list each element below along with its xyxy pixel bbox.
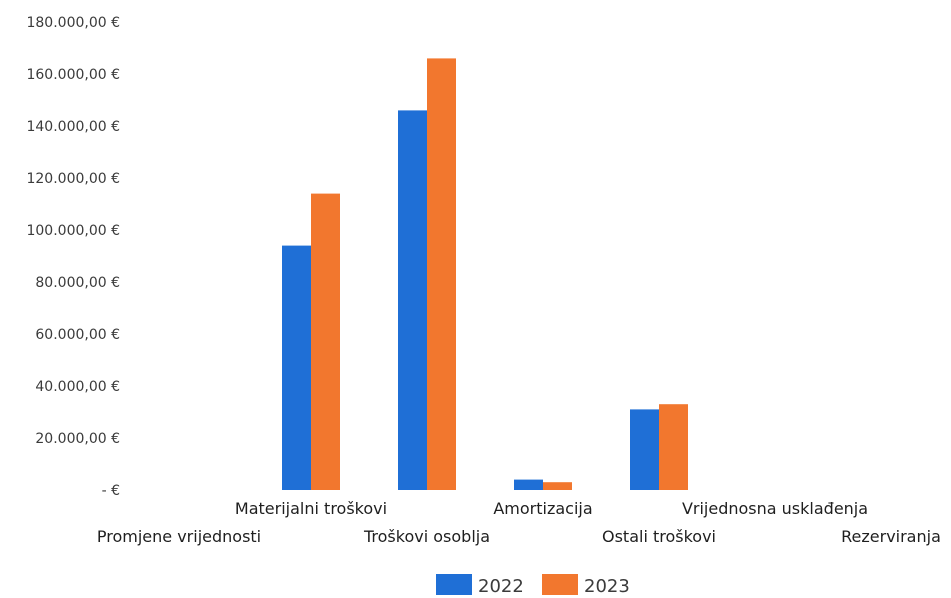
bar-2023 [543, 482, 572, 490]
legend-swatch-2022 [436, 574, 472, 595]
bar-2022 [514, 479, 543, 490]
y-tick-label: 120.000,00 € [26, 171, 120, 187]
y-tick-label: - € [102, 483, 120, 499]
bar-2023 [659, 404, 688, 490]
x-tick-label: Troškovi osoblja [363, 527, 490, 546]
y-tick-label: 60.000,00 € [35, 327, 120, 343]
bar-2022 [398, 110, 427, 491]
legend: 2022 2023 [436, 574, 630, 597]
x-tick-label: Rezerviranja [841, 527, 941, 546]
y-tick-label: 160.000,00 € [26, 67, 120, 83]
y-tick-label: 20.000,00 € [35, 431, 120, 447]
y-tick-label: 40.000,00 € [35, 379, 120, 395]
y-tick-label: 180.000,00 € [26, 15, 120, 31]
bar-2023 [427, 58, 456, 491]
bars [282, 58, 688, 491]
bar-2023 [311, 193, 340, 490]
bar-2022 [282, 245, 311, 490]
x-tick-label: Materijalni troškovi [235, 499, 387, 518]
x-tick-label: Promjene vrijednosti [97, 527, 261, 546]
y-axis: - € 20.000,00 € 40.000,00 € 60.000,00 € 80.0… [26, 15, 120, 499]
y-tick-label: 100.000,00 € [26, 223, 120, 239]
x-tick-label: Ostali troškovi [602, 527, 716, 546]
x-tick-label: Vrijednosna usklađenja [682, 499, 868, 518]
legend-swatch-2023 [542, 574, 578, 595]
x-axis: Promjene vrijednosti Materijalni troškovi… [97, 499, 941, 546]
legend-label-2023: 2023 [584, 576, 630, 597]
bar-2022 [630, 409, 659, 490]
legend-label-2022: 2022 [478, 576, 524, 597]
y-tick-label: 80.000,00 € [35, 275, 120, 291]
y-tick-label: 140.000,00 € [26, 119, 120, 135]
x-tick-label: Amortizacija [493, 499, 592, 518]
